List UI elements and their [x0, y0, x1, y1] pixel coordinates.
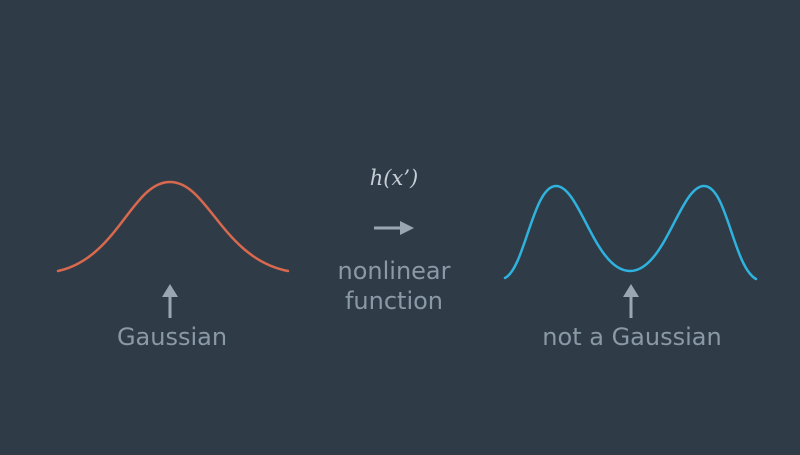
bimodal-curve: [503, 184, 758, 281]
not-gaussian-label: not a Gaussian: [542, 323, 722, 351]
gaussian-curve: [56, 180, 290, 273]
up-arrow-icon: [623, 284, 639, 318]
transform-description-line-2: function: [344, 287, 444, 315]
gaussian-label: Gaussian: [116, 323, 228, 351]
right-arrow-icon: [374, 221, 414, 235]
up-arrow-icon: [162, 284, 178, 318]
transform-description-line-1: nonlinear: [337, 257, 451, 285]
transform-description: nonlinear function: [314, 256, 474, 316]
function-formula: h(x’): [369, 166, 419, 190]
